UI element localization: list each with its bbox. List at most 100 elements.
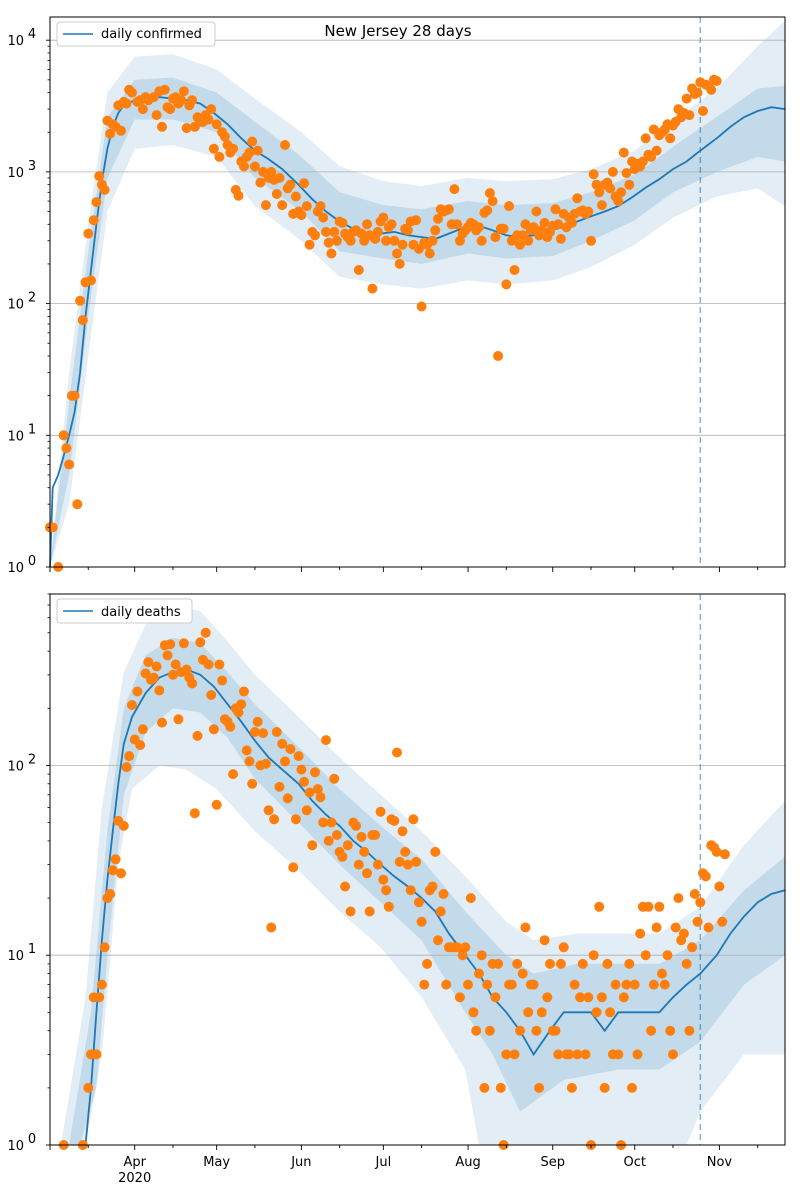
data-point [670, 922, 681, 933]
data-point [356, 831, 367, 842]
data-point [558, 942, 569, 953]
data-point [208, 143, 219, 154]
data-point [217, 675, 228, 686]
data-point [433, 213, 443, 224]
data-point [610, 979, 621, 990]
y-tick-label: 10 [7, 429, 24, 444]
data-point [107, 865, 118, 876]
data-point [249, 161, 260, 172]
data-point [539, 217, 550, 228]
data-point [72, 499, 83, 510]
data-point [277, 738, 288, 749]
data-point [550, 1025, 561, 1036]
data-point [274, 172, 285, 183]
data-point [476, 235, 487, 246]
data-point [569, 979, 580, 990]
data-point [116, 125, 126, 136]
data-point [397, 239, 408, 250]
data-point [340, 881, 351, 892]
data-point [370, 830, 381, 840]
data-point [271, 189, 282, 199]
confirmed-axes-frame [49, 16, 786, 568]
data-point [181, 123, 192, 134]
data-point [698, 106, 708, 116]
inner-confidence-band [50, 77, 785, 567]
data-point [178, 638, 189, 649]
data-point [99, 184, 110, 195]
data-point [408, 814, 419, 825]
data-point [654, 901, 665, 912]
data-point [482, 979, 493, 990]
data-point [495, 1082, 506, 1093]
data-point [487, 196, 498, 207]
y-tick-label: 10 [7, 34, 24, 49]
data-point [637, 156, 648, 167]
y-tick-exponent: 3 [28, 159, 36, 174]
y-tick-label: 10 [7, 759, 24, 774]
data-point [255, 177, 266, 188]
data-point [484, 1025, 495, 1036]
data-point [509, 265, 520, 275]
data-point [599, 1082, 610, 1093]
data-point [105, 889, 116, 899]
data-point [536, 1007, 547, 1018]
data-point [244, 147, 255, 158]
data-point [711, 76, 722, 86]
data-point [515, 239, 525, 250]
data-point [228, 769, 239, 780]
x-tick-label: Jun [290, 1155, 311, 1170]
data-point [157, 121, 167, 132]
data-point [607, 166, 618, 177]
data-point [296, 764, 307, 775]
data-point [285, 744, 296, 754]
data-point [668, 1049, 678, 1060]
data-point [618, 992, 629, 1003]
data-point [236, 699, 247, 710]
data-point [323, 237, 334, 248]
data-point [594, 901, 605, 912]
data-point [219, 131, 230, 142]
data-point [362, 219, 372, 230]
data-point [307, 840, 318, 851]
data-point [75, 295, 86, 306]
data-point [260, 200, 271, 211]
data-point [124, 751, 135, 762]
data-point [711, 846, 722, 857]
data-point [252, 145, 263, 156]
data-point [402, 859, 413, 870]
data-point [484, 188, 495, 199]
data-point [266, 922, 277, 933]
data-point [586, 235, 596, 246]
data-point [64, 459, 75, 470]
data-point [490, 232, 501, 243]
data-point [482, 205, 493, 216]
x-tick-label: Apr [123, 1155, 146, 1170]
data-point [378, 212, 389, 223]
data-point [315, 792, 326, 803]
deaths-axes-frame [49, 593, 786, 1146]
data-point [351, 820, 361, 831]
data-point [228, 143, 239, 154]
axes-frame [49, 593, 786, 1146]
data-point [329, 226, 340, 237]
data-point [665, 1025, 676, 1036]
data-point [151, 661, 162, 672]
data-point [424, 248, 435, 259]
data-point [326, 248, 337, 259]
data-point [624, 179, 635, 190]
data-point [553, 1049, 564, 1060]
data-point [151, 110, 162, 121]
data-point [266, 166, 277, 177]
data-point [602, 958, 613, 969]
data-point [394, 258, 405, 269]
data-point [372, 859, 383, 870]
data-point [452, 219, 463, 230]
data-point [438, 889, 449, 899]
data-point [318, 212, 329, 223]
data-point [474, 968, 484, 979]
data-point [282, 793, 293, 804]
data-point [290, 814, 301, 825]
data-point [91, 197, 102, 208]
data-point [260, 758, 271, 769]
deaths-confidence-bands [60, 605, 786, 1145]
